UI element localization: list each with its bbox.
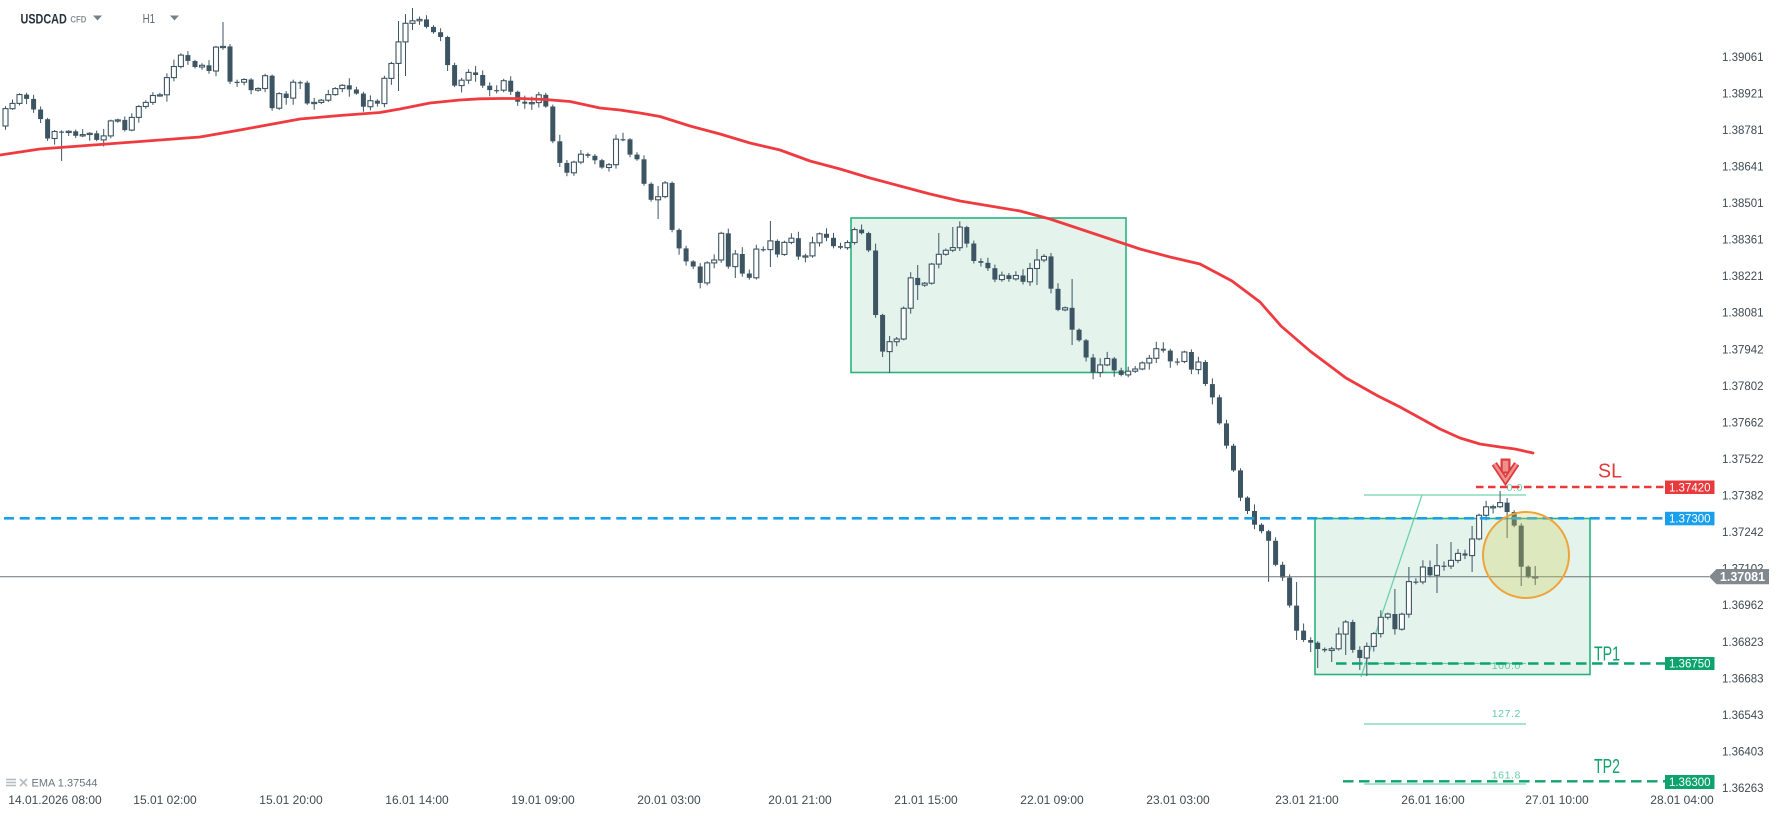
svg-text:1.36962: 1.36962 — [1722, 600, 1764, 612]
svg-text:19.01 09:00: 19.01 09:00 — [511, 793, 575, 807]
svg-text:1.36263: 1.36263 — [1722, 783, 1764, 795]
svg-text:1.37522: 1.37522 — [1722, 454, 1764, 466]
svg-text:1.38501: 1.38501 — [1722, 198, 1764, 210]
svg-text:EMA 1.37544: EMA 1.37544 — [32, 778, 98, 790]
svg-text:1.38221: 1.38221 — [1722, 271, 1764, 283]
svg-text:1.39061: 1.39061 — [1722, 52, 1764, 64]
svg-text:1.36300: 1.36300 — [1669, 777, 1711, 789]
svg-text:161.8: 161.8 — [1492, 770, 1521, 782]
svg-text:1.36683: 1.36683 — [1722, 673, 1764, 685]
svg-text:16.01 14:00: 16.01 14:00 — [385, 793, 449, 807]
svg-text:26.01 16:00: 26.01 16:00 — [1401, 793, 1465, 807]
svg-text:27.01 10:00: 27.01 10:00 — [1525, 793, 1589, 807]
svg-text:28.01 04:00: 28.01 04:00 — [1650, 793, 1714, 807]
svg-text:CFD: CFD — [70, 14, 86, 25]
svg-text:14.01.2026 08:00: 14.01.2026 08:00 — [8, 793, 102, 807]
svg-text:20.01 03:00: 20.01 03:00 — [637, 793, 701, 807]
svg-text:1.37382: 1.37382 — [1722, 491, 1764, 503]
svg-text:22.01 09:00: 22.01 09:00 — [1020, 793, 1084, 807]
svg-text:1.38921: 1.38921 — [1722, 88, 1764, 100]
svg-text:1.38081: 1.38081 — [1722, 308, 1764, 320]
svg-text:1.38361: 1.38361 — [1722, 235, 1764, 247]
svg-text:USDCAD: USDCAD — [21, 12, 67, 27]
svg-text:15.01 20:00: 15.01 20:00 — [259, 793, 323, 807]
svg-text:1.37662: 1.37662 — [1722, 417, 1764, 429]
svg-text:100.0: 100.0 — [1492, 660, 1521, 672]
svg-text:1.37942: 1.37942 — [1722, 344, 1764, 356]
svg-text:1.37300: 1.37300 — [1669, 514, 1711, 526]
svg-text:23.01 21:00: 23.01 21:00 — [1275, 793, 1339, 807]
svg-text:1.38641: 1.38641 — [1722, 162, 1764, 174]
svg-text:20.01 21:00: 20.01 21:00 — [768, 793, 832, 807]
svg-text:H1: H1 — [143, 12, 155, 26]
svg-text:1.36403: 1.36403 — [1722, 746, 1764, 758]
svg-text:1.37420: 1.37420 — [1669, 482, 1711, 494]
svg-text:TP1: TP1 — [1594, 644, 1620, 666]
svg-text:1.38781: 1.38781 — [1722, 125, 1764, 137]
svg-text:23.01 03:00: 23.01 03:00 — [1146, 793, 1210, 807]
svg-text:1.37081: 1.37081 — [1720, 570, 1765, 584]
svg-text:127.2: 127.2 — [1492, 708, 1521, 720]
svg-text:1.36750: 1.36750 — [1669, 659, 1711, 671]
svg-text:1.37802: 1.37802 — [1722, 381, 1764, 393]
svg-text:TP2: TP2 — [1594, 756, 1620, 778]
svg-text:1.37242: 1.37242 — [1722, 527, 1764, 539]
svg-text:21.01 15:00: 21.01 15:00 — [894, 793, 958, 807]
svg-text:SL: SL — [1598, 461, 1622, 483]
svg-text:1.36543: 1.36543 — [1722, 710, 1764, 722]
svg-text:15.01 02:00: 15.01 02:00 — [133, 793, 197, 807]
svg-text:1.36823: 1.36823 — [1722, 637, 1764, 649]
